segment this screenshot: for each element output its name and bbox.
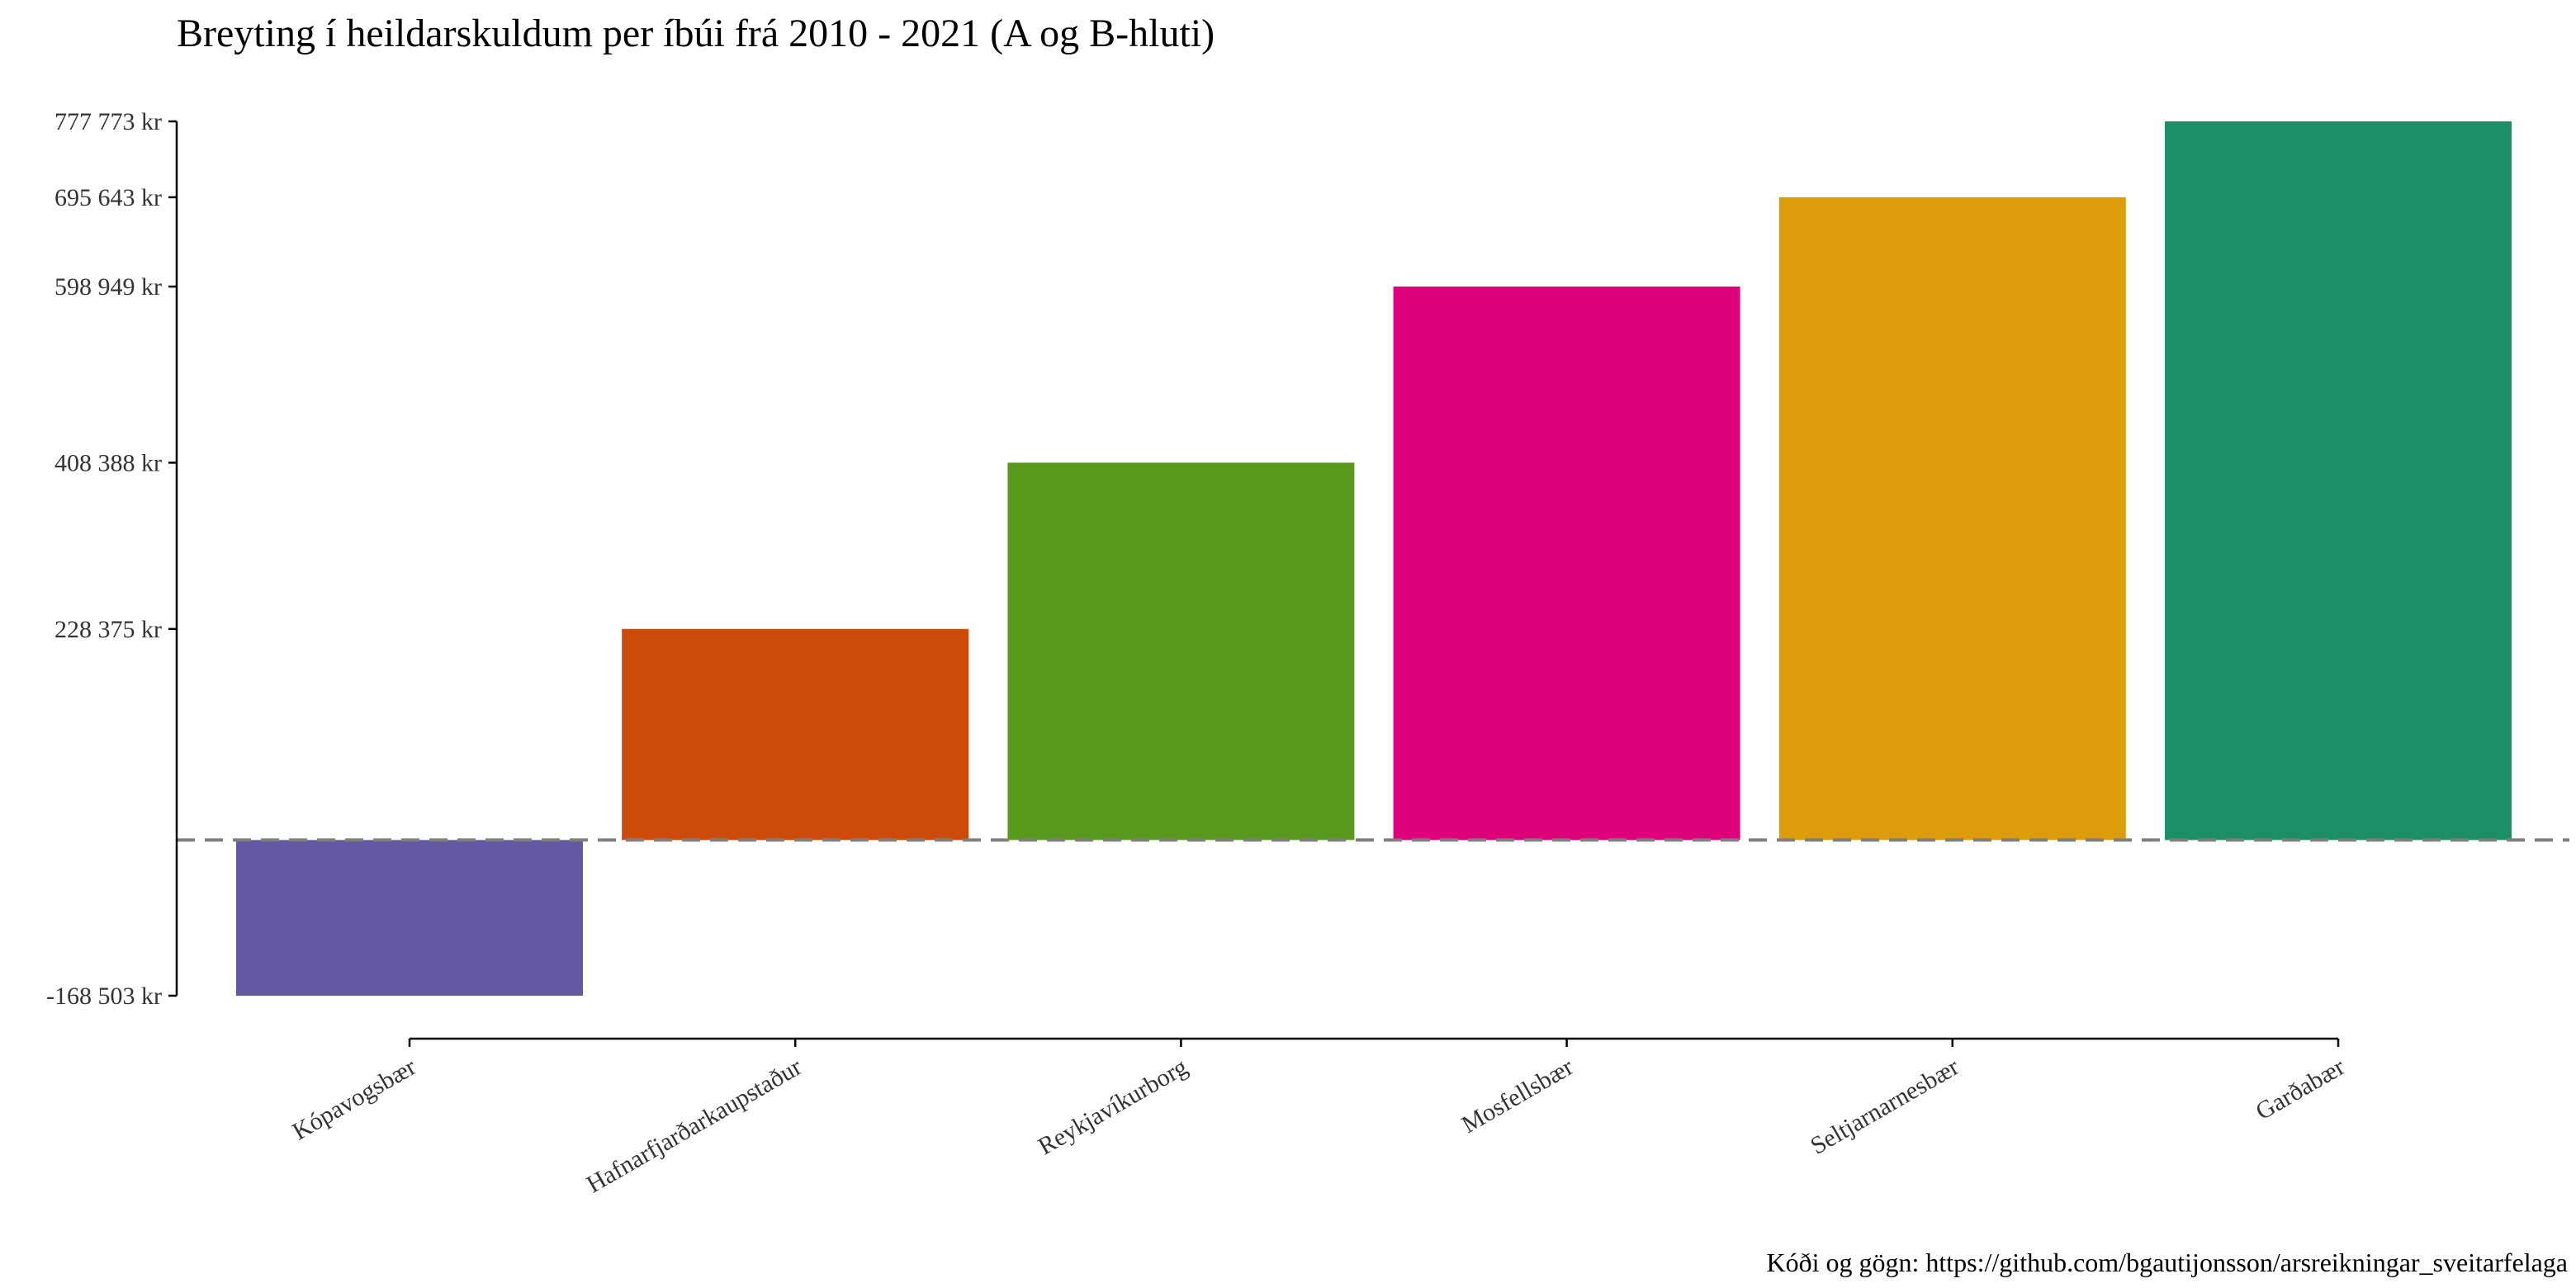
chart-title: Breyting í heildarskuldum per íbúi frá 2… [177, 12, 1215, 55]
y-tick-label: 408 388 kr [54, 449, 162, 476]
y-tick-label: 777 773 kr [54, 108, 162, 135]
y-tick-label: -168 503 kr [46, 983, 162, 1010]
chart-caption: Kóði og gögn: https://github.com/bgautij… [1767, 1248, 2569, 1277]
bar-6 [2165, 121, 2512, 841]
x-tick-label: Reykjavíkurborg [1034, 1053, 1192, 1160]
y-axis-ticks: -168 503 kr 228 375 kr 408 388 kr 598 949 k… [46, 108, 177, 1010]
x-tick-label: Hafnarfjarðarkaupstaður [582, 1053, 807, 1198]
bar-1 [236, 840, 583, 996]
bar-4 [1393, 286, 1740, 841]
y-tick-label: 695 643 kr [54, 184, 162, 211]
bar-3 [1007, 462, 1355, 841]
x-tick-label: Garðabær [2252, 1053, 2350, 1125]
x-axis-ticks: Kópavogsbær Hafnarfjarðarkaupstaður Reykja… [288, 1039, 2350, 1198]
x-tick-label: Kópavogsbær [288, 1053, 421, 1145]
bar-2 [622, 628, 969, 841]
bar-5 [1778, 197, 2126, 841]
bars [236, 121, 2512, 996]
x-tick-label: Mosfellsbær [1457, 1053, 1578, 1139]
x-tick-label: Seltjarnarnesbær [1806, 1053, 1963, 1159]
y-tick-label: 598 949 kr [54, 273, 162, 301]
y-tick-label: 228 375 kr [54, 616, 162, 643]
